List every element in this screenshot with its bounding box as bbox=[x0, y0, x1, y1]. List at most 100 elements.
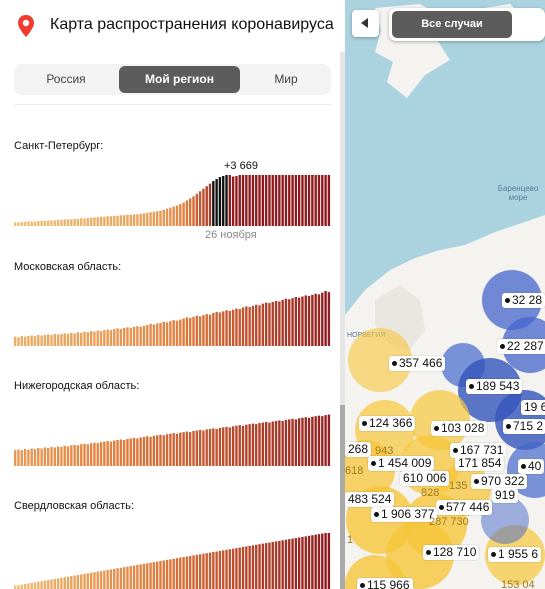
chart-bar[interactable] bbox=[208, 428, 212, 466]
chart-bar[interactable] bbox=[152, 562, 156, 589]
chart-bar[interactable] bbox=[56, 334, 60, 346]
chart-bar[interactable] bbox=[53, 333, 57, 346]
chart-bar[interactable] bbox=[146, 212, 149, 226]
chart-bar[interactable] bbox=[43, 335, 47, 346]
map-marker[interactable]: 577 446 bbox=[436, 500, 493, 515]
chart-bar[interactable] bbox=[37, 447, 40, 466]
chart-bar[interactable] bbox=[66, 333, 70, 346]
chart-bar[interactable] bbox=[235, 176, 238, 226]
chart-bar[interactable] bbox=[70, 219, 73, 226]
chart-bar[interactable] bbox=[189, 198, 192, 226]
chart-bar[interactable] bbox=[93, 331, 96, 346]
chart-bar[interactable] bbox=[60, 577, 63, 589]
chart-bar[interactable] bbox=[241, 425, 245, 466]
tab-russia[interactable]: Россия bbox=[46, 72, 86, 86]
chart-bar[interactable] bbox=[50, 220, 53, 226]
chart-bar[interactable] bbox=[37, 220, 40, 226]
chart-bar[interactable] bbox=[228, 549, 232, 589]
chart-bar[interactable] bbox=[53, 220, 57, 226]
chart-bar[interactable] bbox=[93, 572, 96, 589]
chart-bar[interactable] bbox=[66, 446, 70, 466]
chart-bar[interactable] bbox=[76, 218, 80, 226]
chart-bar[interactable] bbox=[142, 325, 146, 346]
chart-bar[interactable] bbox=[63, 577, 66, 589]
chart-bar[interactable] bbox=[119, 567, 123, 589]
chart-bar[interactable] bbox=[284, 298, 288, 346]
map-marker[interactable]: 128 710 bbox=[423, 545, 480, 560]
chart-bar[interactable] bbox=[195, 554, 198, 589]
map-marker[interactable]: 268 bbox=[345, 442, 372, 457]
chart-bar[interactable] bbox=[152, 211, 156, 226]
chart-bar[interactable] bbox=[27, 221, 30, 226]
chart-bar[interactable] bbox=[47, 447, 50, 466]
chart-bar[interactable] bbox=[37, 581, 40, 589]
chart-bar[interactable] bbox=[248, 306, 251, 346]
chart-bar[interactable] bbox=[17, 337, 20, 346]
chart-bar[interactable] bbox=[297, 418, 301, 466]
chart-bar[interactable] bbox=[278, 540, 281, 589]
chart-bar[interactable] bbox=[251, 423, 255, 466]
chart-bar[interactable] bbox=[47, 334, 50, 346]
chart-bar[interactable] bbox=[271, 421, 274, 466]
map-marker[interactable]: 167 731 bbox=[450, 443, 507, 458]
chart-bar[interactable] bbox=[56, 219, 60, 226]
chart-bar[interactable] bbox=[231, 309, 235, 346]
chart-bar[interactable] bbox=[284, 175, 288, 226]
chart-bar[interactable] bbox=[99, 216, 103, 226]
chart-bar[interactable] bbox=[109, 216, 113, 226]
all-cases-toggle[interactable]: Все случаи bbox=[392, 11, 512, 38]
chart-bar[interactable] bbox=[86, 332, 90, 346]
chart-bar[interactable] bbox=[212, 552, 215, 589]
chart-bar[interactable] bbox=[73, 333, 76, 346]
chart-bar[interactable] bbox=[284, 539, 288, 589]
chart-bar[interactable] bbox=[23, 449, 27, 466]
chart-bar[interactable] bbox=[60, 446, 63, 466]
chart-bar[interactable] bbox=[238, 547, 241, 589]
map-marker[interactable]: 1 454 009 bbox=[368, 456, 435, 471]
chart-bar[interactable] bbox=[228, 175, 232, 226]
chart-bar[interactable] bbox=[198, 316, 202, 346]
chart-bar[interactable] bbox=[258, 423, 261, 466]
chart-bar[interactable] bbox=[126, 566, 129, 589]
chart-bar[interactable] bbox=[215, 311, 218, 346]
chart-bar[interactable] bbox=[205, 429, 208, 466]
chart-bar[interactable] bbox=[149, 324, 152, 346]
chart-bar[interactable] bbox=[63, 445, 66, 466]
chart-bar[interactable] bbox=[238, 425, 241, 466]
chart-bar[interactable] bbox=[251, 175, 255, 226]
chart-bar[interactable] bbox=[139, 213, 142, 226]
region-chart-moscow-oblast[interactable] bbox=[14, 291, 331, 346]
chart-bar[interactable] bbox=[212, 428, 215, 466]
chart-bar[interactable] bbox=[301, 417, 304, 466]
chart-bar[interactable] bbox=[304, 175, 307, 226]
chart-bar[interactable] bbox=[165, 559, 169, 589]
chart-bar[interactable] bbox=[146, 436, 149, 466]
chart-bar[interactable] bbox=[231, 548, 235, 589]
chart-bar[interactable] bbox=[93, 217, 96, 226]
chart-bar[interactable] bbox=[96, 330, 99, 346]
chart-bar[interactable] bbox=[27, 583, 30, 589]
chart-bar[interactable] bbox=[301, 296, 304, 347]
map-marker[interactable]: 22 287 bbox=[497, 339, 545, 354]
chart-bar[interactable] bbox=[70, 576, 73, 589]
chart-bar[interactable] bbox=[255, 544, 258, 589]
chart-bar[interactable] bbox=[169, 559, 172, 589]
chart-bar[interactable] bbox=[139, 564, 142, 589]
chart-bar[interactable] bbox=[251, 305, 255, 346]
chart-bar[interactable] bbox=[50, 579, 53, 589]
chart-bar[interactable] bbox=[218, 177, 222, 226]
chart-bar[interactable] bbox=[122, 440, 126, 466]
chart-bar[interactable] bbox=[222, 311, 225, 346]
chart-bar[interactable] bbox=[288, 175, 291, 226]
chart-bar[interactable] bbox=[215, 428, 218, 466]
chart-bar[interactable] bbox=[136, 326, 139, 346]
chart-bar[interactable] bbox=[261, 175, 265, 226]
chart-bar[interactable] bbox=[215, 179, 218, 226]
chart-bar[interactable] bbox=[119, 439, 123, 467]
chart-bar[interactable] bbox=[327, 292, 331, 346]
chart-bar[interactable] bbox=[255, 175, 258, 226]
chart-bar[interactable] bbox=[142, 213, 146, 226]
chart-bar[interactable] bbox=[288, 539, 291, 589]
map-marker[interactable]: 124 366 bbox=[359, 416, 416, 431]
chart-bar[interactable] bbox=[314, 534, 317, 589]
